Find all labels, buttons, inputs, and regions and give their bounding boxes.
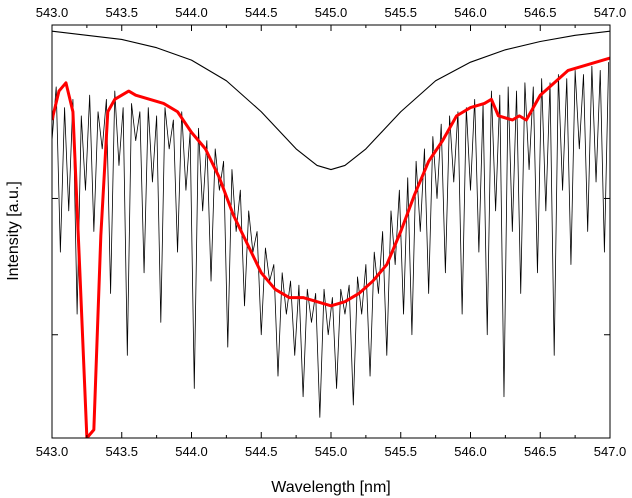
plot-series-layer xyxy=(52,30,610,438)
x-tick-label-bottom: 546.5 xyxy=(524,444,557,459)
x-tick-label-top: 546.5 xyxy=(524,5,557,20)
x-tick-label-bottom: 545.0 xyxy=(315,444,348,459)
x-tick-label-top: 543.0 xyxy=(36,5,69,20)
x-tick-label-bottom: 547.0 xyxy=(594,444,627,459)
x-tick-label-bottom: 545.5 xyxy=(384,444,417,459)
x-tick-label-top: 543.5 xyxy=(105,5,138,20)
x-tick-label-top: 544.0 xyxy=(175,5,208,20)
x-tick-label-bottom: 543.0 xyxy=(36,444,69,459)
observed-spectrum-line xyxy=(52,62,610,418)
x-tick-label-top: 546.0 xyxy=(454,5,487,20)
axis-ticks: 543.0 543.0 543.5 543.5 544.0 544.0 544.5 544.5… xyxy=(36,5,627,459)
x-tick-label-top: 544.5 xyxy=(245,5,278,20)
x-axis-title: Wavelength [nm] xyxy=(271,479,390,496)
y-axis-title: Intensity [a.u.] xyxy=(5,181,22,281)
model-profile-line xyxy=(52,30,610,171)
plot-frame xyxy=(51,24,611,439)
x-tick-label-top: 545.5 xyxy=(384,5,417,20)
x-tick-label-bottom: 544.0 xyxy=(175,444,208,459)
smoothed-spectrum-line xyxy=(52,56,610,438)
x-tick-label-top: 547.0 xyxy=(594,5,627,20)
x-tick-label-bottom: 544.5 xyxy=(245,444,278,459)
x-tick-label-bottom: 546.0 xyxy=(454,444,487,459)
x-tick-label-top: 545.0 xyxy=(315,5,348,20)
x-tick-label-bottom: 543.5 xyxy=(105,444,138,459)
